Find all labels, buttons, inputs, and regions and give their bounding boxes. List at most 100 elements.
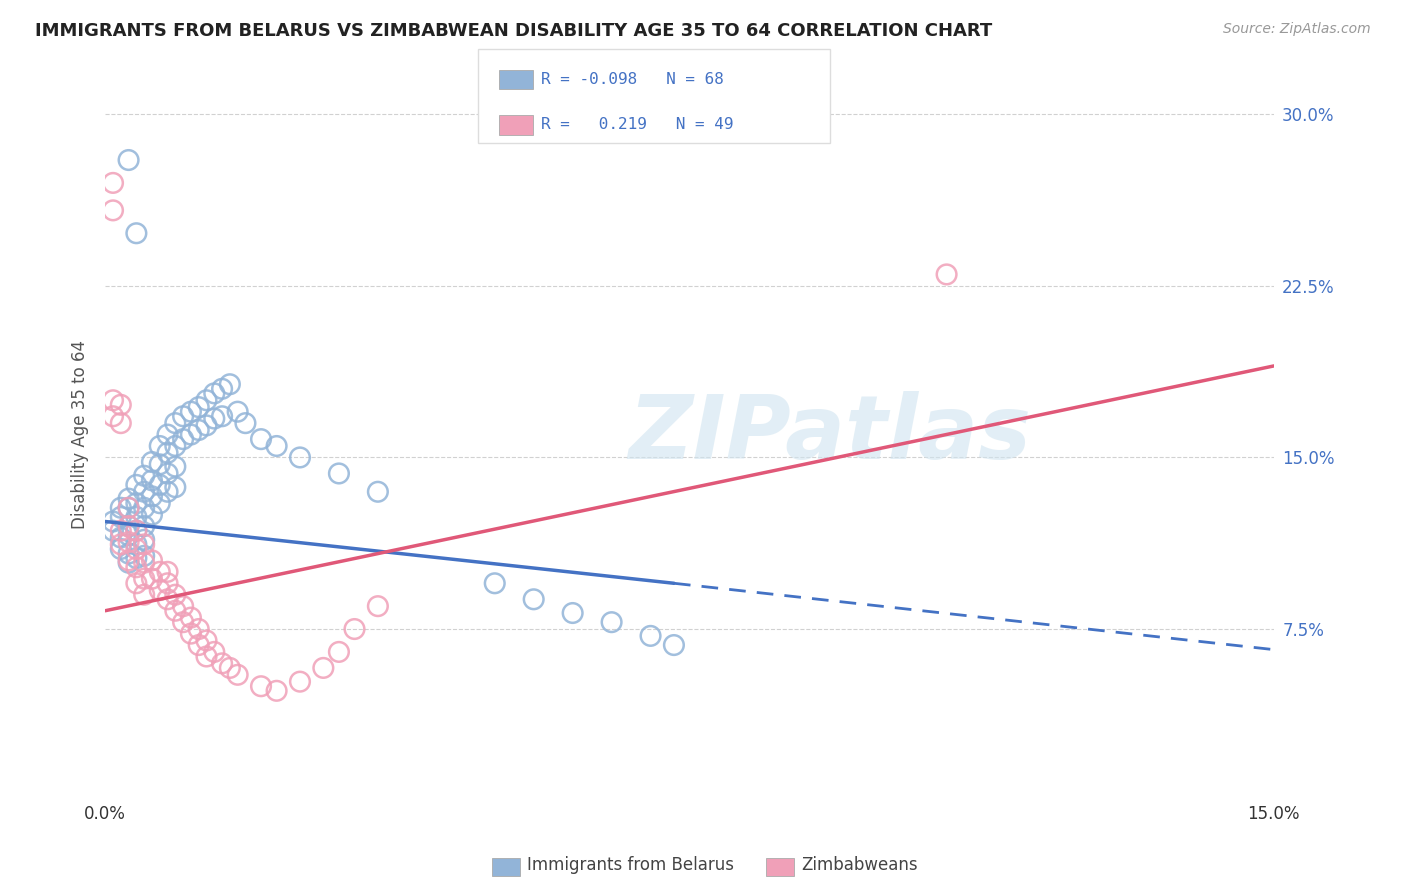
- Point: [101, 176, 124, 190]
- Point: [156, 565, 179, 579]
- Y-axis label: Disability Age 35 to 64: Disability Age 35 to 64: [72, 340, 89, 529]
- Point: [134, 588, 156, 602]
- Point: [600, 615, 623, 629]
- Point: [195, 393, 218, 408]
- Point: [110, 416, 132, 430]
- Point: [141, 508, 163, 522]
- Point: [211, 657, 233, 671]
- Point: [117, 500, 139, 515]
- Point: [117, 519, 139, 533]
- Point: [101, 515, 124, 529]
- Point: [101, 524, 124, 538]
- Point: [561, 606, 583, 620]
- Point: [101, 409, 124, 424]
- Text: ZIPatlas: ZIPatlas: [628, 391, 1031, 478]
- Point: [149, 439, 172, 453]
- Point: [367, 484, 389, 499]
- Point: [117, 556, 139, 570]
- Point: [110, 510, 132, 524]
- Point: [117, 535, 139, 549]
- Point: [165, 459, 187, 474]
- Point: [165, 439, 187, 453]
- Point: [266, 439, 288, 453]
- Point: [211, 382, 233, 396]
- Point: [250, 679, 273, 693]
- Point: [117, 153, 139, 167]
- Text: R =   0.219   N = 49: R = 0.219 N = 49: [541, 118, 734, 132]
- Point: [125, 524, 148, 538]
- Point: [117, 491, 139, 506]
- Point: [288, 450, 311, 465]
- Point: [328, 467, 350, 481]
- Point: [125, 524, 148, 538]
- Point: [180, 610, 202, 624]
- Point: [226, 405, 249, 419]
- Point: [662, 638, 685, 652]
- Point: [172, 432, 194, 446]
- Text: Zimbabweans: Zimbabweans: [801, 856, 918, 874]
- Point: [101, 393, 124, 408]
- Point: [125, 226, 148, 240]
- Point: [172, 599, 194, 614]
- Point: [180, 405, 202, 419]
- Point: [141, 473, 163, 487]
- Point: [288, 674, 311, 689]
- Point: [110, 524, 132, 538]
- Point: [110, 398, 132, 412]
- Point: [187, 622, 209, 636]
- Point: [195, 418, 218, 433]
- Point: [141, 489, 163, 503]
- Point: [156, 427, 179, 442]
- Point: [156, 446, 179, 460]
- Point: [125, 541, 148, 556]
- Point: [149, 458, 172, 472]
- Point: [125, 478, 148, 492]
- Point: [187, 400, 209, 414]
- Point: [110, 537, 132, 551]
- Point: [149, 583, 172, 598]
- Point: [172, 409, 194, 424]
- Point: [134, 468, 156, 483]
- Point: [125, 537, 148, 551]
- Point: [117, 500, 139, 515]
- Point: [195, 633, 218, 648]
- Point: [226, 667, 249, 681]
- Point: [187, 638, 209, 652]
- Point: [235, 416, 257, 430]
- Point: [367, 599, 389, 614]
- Point: [165, 480, 187, 494]
- Text: Immigrants from Belarus: Immigrants from Belarus: [527, 856, 734, 874]
- Point: [172, 615, 194, 629]
- Point: [156, 484, 179, 499]
- Point: [101, 203, 124, 218]
- Point: [156, 467, 179, 481]
- Point: [141, 553, 163, 567]
- Point: [134, 533, 156, 547]
- Point: [134, 500, 156, 515]
- Point: [218, 661, 240, 675]
- Point: [117, 528, 139, 542]
- Point: [266, 683, 288, 698]
- Point: [125, 560, 148, 574]
- Point: [343, 622, 366, 636]
- Point: [149, 496, 172, 510]
- Point: [484, 576, 506, 591]
- Point: [202, 411, 225, 425]
- Text: R = -0.098   N = 68: R = -0.098 N = 68: [541, 72, 724, 87]
- Point: [141, 455, 163, 469]
- Point: [134, 556, 156, 570]
- Point: [149, 565, 172, 579]
- Point: [125, 576, 148, 591]
- Point: [328, 645, 350, 659]
- Point: [110, 500, 132, 515]
- Text: Source: ZipAtlas.com: Source: ZipAtlas.com: [1223, 22, 1371, 37]
- Point: [125, 551, 148, 566]
- Text: IMMIGRANTS FROM BELARUS VS ZIMBABWEAN DISABILITY AGE 35 TO 64 CORRELATION CHART: IMMIGRANTS FROM BELARUS VS ZIMBABWEAN DI…: [35, 22, 993, 40]
- Point: [134, 484, 156, 499]
- Point: [117, 553, 139, 567]
- Point: [523, 592, 546, 607]
- Point: [211, 409, 233, 424]
- Point: [312, 661, 335, 675]
- Point: [165, 588, 187, 602]
- Point: [125, 496, 148, 510]
